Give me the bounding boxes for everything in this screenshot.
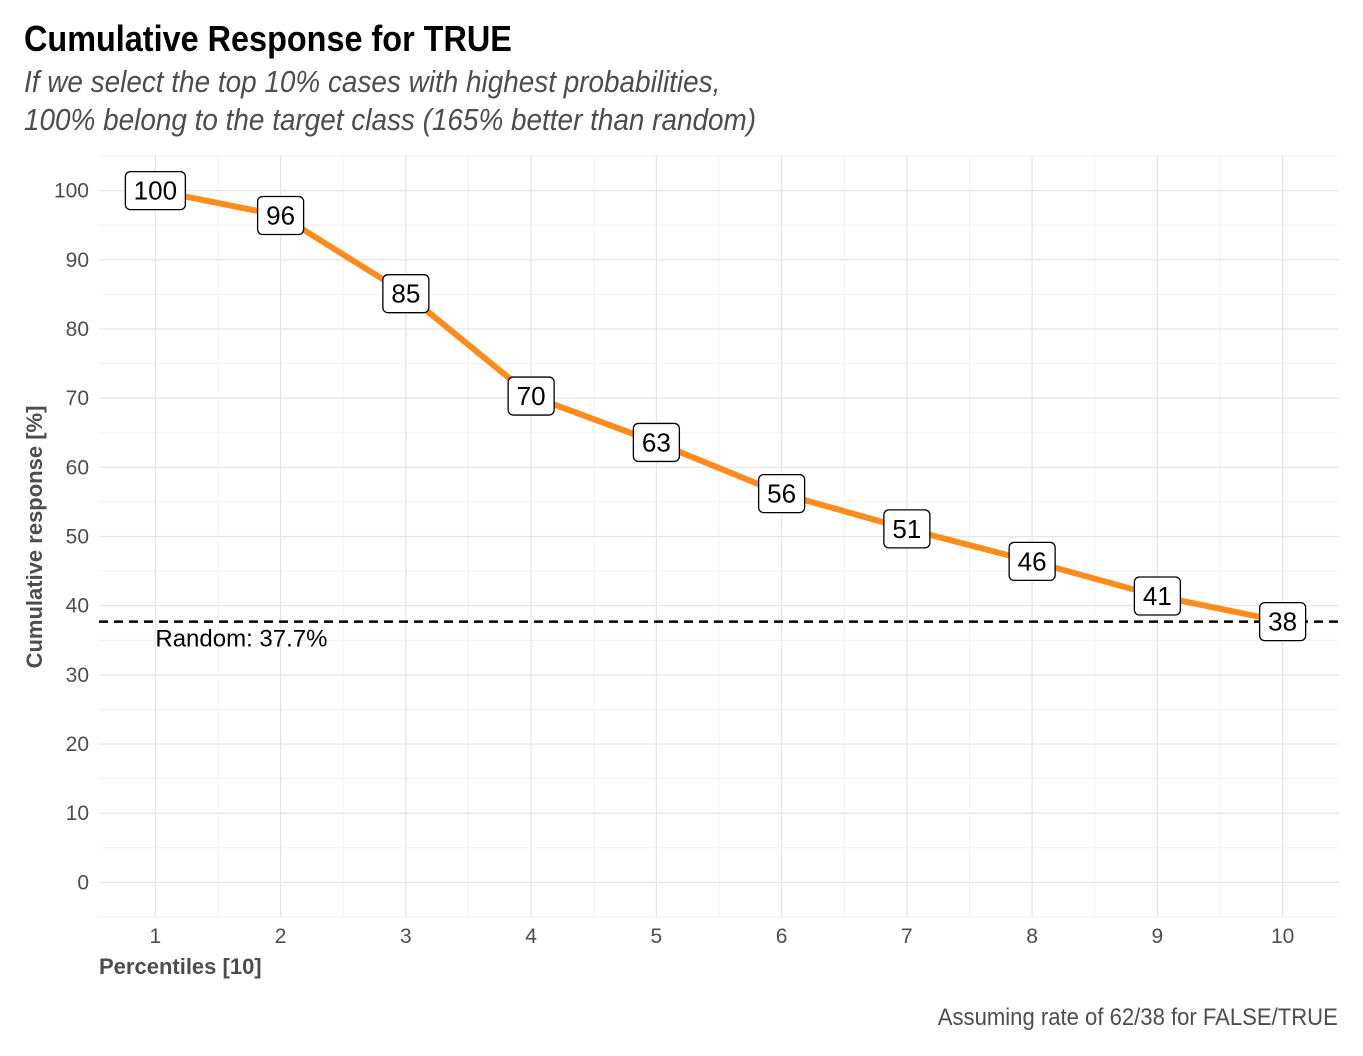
data-label: 51 bbox=[883, 509, 931, 549]
data-label-box bbox=[632, 422, 681, 463]
x-tick-label: 7 bbox=[901, 925, 913, 948]
x-axis-title: Percentiles [10] bbox=[99, 954, 262, 979]
x-tick-label: 10 bbox=[1271, 925, 1294, 948]
y-tick-label: 20 bbox=[66, 733, 89, 756]
data-label-box bbox=[1133, 576, 1182, 616]
data-label: 46 bbox=[1008, 541, 1056, 582]
x-tick-label: 8 bbox=[1026, 925, 1038, 948]
x-tick-label: 3 bbox=[400, 925, 412, 948]
data-label: 70 bbox=[507, 376, 555, 416]
chart-subtitle-line-1: If we select the top 10% cases with high… bbox=[24, 64, 721, 99]
grid-lines bbox=[99, 155, 1339, 918]
data-label-text: 51 bbox=[892, 514, 921, 544]
data-label-text: 85 bbox=[391, 279, 420, 309]
y-tick-label: 90 bbox=[66, 249, 89, 272]
cumulative-response-line bbox=[152, 187, 1286, 625]
y-tick-label: 40 bbox=[66, 595, 89, 618]
data-label: 100 bbox=[124, 170, 187, 211]
y-axis-title: Cumulative response [%] bbox=[22, 406, 47, 669]
y-tick-label: 60 bbox=[66, 456, 89, 479]
data-label-text: 70 bbox=[517, 381, 546, 411]
data-label-text: 100 bbox=[134, 176, 177, 206]
data-label: 85 bbox=[382, 274, 430, 314]
data-label-text: 46 bbox=[1018, 546, 1047, 576]
x-tick-label: 6 bbox=[776, 925, 788, 948]
data-label: 38 bbox=[1258, 601, 1307, 642]
data-label-box bbox=[507, 376, 555, 416]
data-label-box bbox=[256, 195, 305, 236]
x-tick-label: 9 bbox=[1152, 925, 1164, 948]
chart-subtitle-line-2: 100% belong to the target class (165% be… bbox=[24, 102, 757, 137]
data-label-text: 96 bbox=[266, 200, 295, 230]
chart-title: Cumulative Response for TRUE bbox=[24, 18, 512, 59]
y-tick-label: 30 bbox=[66, 664, 89, 687]
data-label-text: 38 bbox=[1268, 607, 1297, 637]
data-label-box bbox=[1258, 601, 1307, 642]
y-tick-label: 50 bbox=[66, 526, 89, 549]
data-label-box bbox=[382, 274, 430, 314]
reference-line-group: Random: 37.7% bbox=[99, 620, 1339, 653]
data-label-text: 63 bbox=[642, 427, 671, 457]
y-tick-label: 100 bbox=[54, 180, 89, 203]
data-label-box bbox=[757, 473, 806, 514]
y-tick-label: 10 bbox=[66, 802, 89, 825]
data-label: 56 bbox=[757, 473, 806, 514]
x-tick-label: 1 bbox=[150, 925, 162, 948]
data-label-box bbox=[124, 170, 187, 211]
y-tick-label: 80 bbox=[66, 318, 89, 341]
x-tick-label: 5 bbox=[651, 925, 663, 948]
data-label: 63 bbox=[632, 422, 681, 463]
data-label-box bbox=[1008, 541, 1056, 582]
series-line-group bbox=[152, 187, 1286, 625]
chart-caption: Assuming rate of 62/38 for FALSE/TRUE bbox=[937, 1004, 1338, 1031]
x-tick-label: 4 bbox=[525, 925, 537, 948]
data-labels-group: 100 96 85 70 63 56 51 46 41 38 bbox=[124, 170, 1307, 642]
data-label-box bbox=[883, 509, 931, 549]
x-tick-label: 2 bbox=[275, 925, 287, 948]
random-reference-label: Random: 37.7% bbox=[155, 626, 327, 653]
data-label-text: 56 bbox=[767, 479, 796, 509]
data-label: 41 bbox=[1133, 576, 1182, 616]
data-label-text: 41 bbox=[1143, 581, 1172, 611]
y-tick-label: 0 bbox=[77, 871, 89, 894]
data-label: 96 bbox=[256, 195, 305, 236]
y-tick-label: 70 bbox=[66, 387, 89, 410]
